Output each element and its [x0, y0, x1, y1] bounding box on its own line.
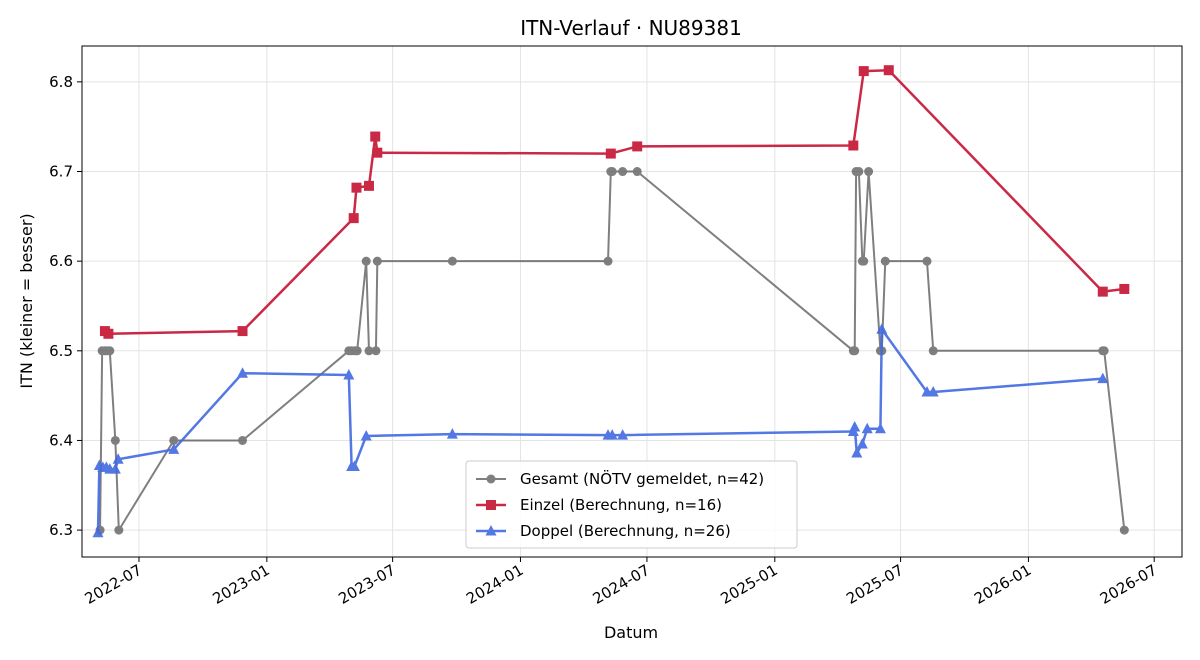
data-point	[1119, 283, 1130, 294]
y-tick-label: 6.8	[49, 73, 73, 91]
data-point	[927, 386, 939, 397]
data-point	[1119, 525, 1129, 535]
data-point	[343, 369, 355, 380]
y-axis-label: ITN (kleiner = besser)	[17, 213, 36, 388]
data-point	[851, 447, 863, 458]
data-point	[361, 256, 371, 266]
data-point	[883, 65, 894, 76]
chart-title: ITN-Verlauf · NU89381	[520, 16, 742, 40]
legend-marker	[486, 474, 496, 484]
data-point	[352, 346, 362, 356]
data-point	[632, 141, 643, 152]
data-point	[854, 167, 864, 177]
data-point	[370, 131, 381, 142]
data-point	[92, 526, 104, 538]
legend-item	[476, 500, 506, 510]
data-point	[363, 180, 374, 191]
data-point	[103, 328, 114, 339]
data-point	[168, 443, 180, 454]
data-point	[864, 167, 874, 177]
data-point	[603, 256, 613, 266]
data-point	[618, 167, 628, 177]
y-tick-label: 6.4	[49, 431, 73, 449]
data-point	[880, 256, 890, 266]
legend-marker	[486, 500, 496, 510]
data-point	[632, 167, 642, 177]
legend-label: Doppel (Berechnung, n=26)	[520, 522, 731, 540]
data-point	[607, 167, 617, 177]
data-point	[237, 367, 249, 378]
data-point	[112, 453, 124, 464]
data-point	[348, 460, 360, 471]
legend-marker	[485, 525, 497, 536]
data-point	[364, 346, 374, 356]
data-point	[110, 435, 120, 445]
data-point	[371, 346, 381, 356]
data-point	[446, 428, 458, 439]
data-point	[876, 323, 888, 334]
data-point	[348, 213, 359, 224]
data-point	[114, 525, 124, 535]
data-point	[861, 422, 873, 434]
data-point	[372, 256, 382, 266]
data-point	[372, 147, 383, 158]
y-tick-label: 6.5	[49, 342, 73, 360]
legend: Gesamt (NÖTV gemeldet, n=42) Einzel (Bere…	[465, 460, 798, 549]
data-point	[922, 256, 932, 266]
data-point	[1099, 346, 1109, 356]
y-axis-ticks: 6.3 6.4 6.5 6.6 6.7 6.8	[49, 73, 82, 539]
data-point	[105, 346, 115, 356]
data-point	[850, 346, 860, 356]
data-point	[1097, 372, 1109, 384]
data-point	[606, 429, 618, 440]
x-axis-label: Datum	[604, 623, 658, 642]
data-point	[447, 256, 457, 266]
plot-frame	[81, 45, 1183, 558]
data-point	[874, 422, 886, 434]
data-point	[238, 435, 248, 445]
legend-item	[476, 474, 506, 484]
data-point	[617, 429, 629, 440]
y-tick-label: 6.6	[49, 252, 73, 270]
data-point	[928, 346, 938, 356]
legend-box	[465, 460, 798, 549]
data-point	[169, 435, 179, 445]
series-triangle	[92, 323, 1109, 538]
data-point	[848, 140, 859, 151]
data-point	[351, 182, 362, 193]
data-point	[856, 438, 868, 449]
series-square	[99, 65, 1130, 339]
data-point	[858, 66, 869, 77]
data-point	[1097, 286, 1108, 297]
legend-item	[476, 525, 506, 536]
legend-label: Gesamt (NÖTV gemeldet, n=42)	[520, 469, 764, 488]
data-point	[360, 429, 372, 441]
data-point	[109, 463, 121, 474]
data-point	[237, 326, 248, 337]
series-layer	[92, 65, 1130, 538]
data-point	[849, 421, 861, 432]
data-point	[859, 256, 869, 266]
y-tick-label: 6.3	[49, 521, 73, 539]
legend-label: Einzel (Berechnung, n=16)	[520, 496, 722, 514]
data-point	[605, 148, 616, 159]
y-tick-label: 6.7	[49, 163, 73, 181]
